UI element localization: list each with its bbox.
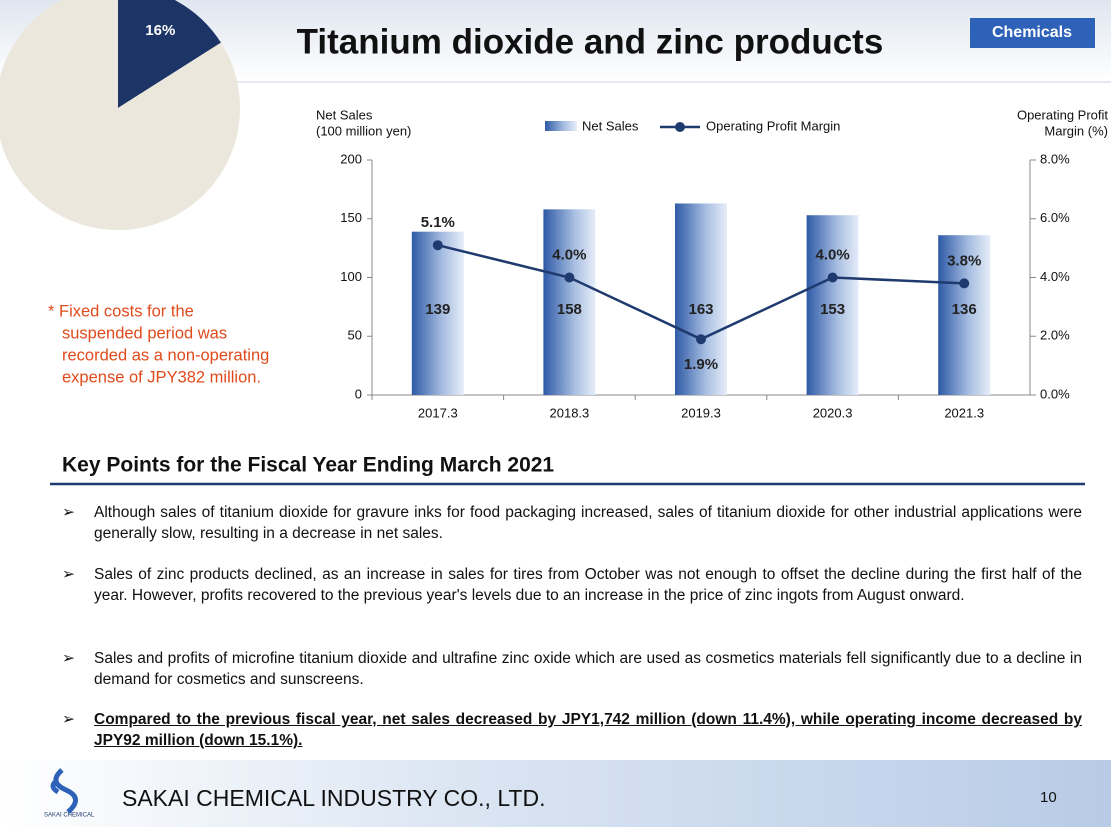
legend-label: Net Sales: [582, 118, 639, 133]
line-marker: [827, 272, 838, 283]
x-tick-label: 2018.3: [550, 405, 590, 420]
line-value-label: 3.8%: [947, 252, 981, 269]
y-tick-label: 100: [340, 269, 362, 284]
bar: [806, 215, 859, 395]
y-tick-label: 150: [340, 210, 362, 225]
line-value-label: 5.1%: [421, 214, 455, 231]
line-marker: [564, 272, 575, 283]
pie-slice: [0, 0, 240, 230]
bullet-arrow: ➢: [62, 650, 75, 667]
y-tick-label: 200: [340, 151, 362, 166]
bar: [675, 203, 727, 395]
company: SAKAI CHEMICAL INDUSTRY CO., LTD.: [122, 785, 545, 811]
title: Titanium dioxide and zinc products: [297, 22, 884, 61]
y2-axis-label: Margin (%): [1044, 123, 1108, 138]
bar-value-label: 139: [425, 301, 450, 318]
bullet-text: Compared to the previous fiscal year, ne…: [94, 711, 1082, 749]
bar: [411, 231, 464, 395]
y2-axis-label: Operating Profit: [1017, 107, 1108, 122]
note-line: * Fixed costs for the: [48, 302, 194, 320]
y2-tick-label: 2.0%: [1040, 328, 1070, 343]
y-axis-label: Net Sales: [316, 107, 373, 122]
y2-tick-label: 6.0%: [1040, 210, 1070, 225]
bullet: ➢ Although sales of titanium dioxide for …: [62, 502, 1082, 544]
bar-value-label: 163: [688, 301, 713, 318]
pie-slice: [118, 0, 222, 108]
bullet-text: Sales of zinc products declined, as an i…: [94, 566, 1082, 604]
line-value-label: 1.9%: [684, 356, 718, 373]
x-tick-label: 2017.3: [418, 405, 458, 420]
legend-swatch-bar: [545, 121, 577, 131]
y2-tick-label: 0.0%: [1040, 386, 1070, 401]
slice-label: 16%: [145, 22, 175, 39]
y2-tick-label: 4.0%: [1040, 269, 1070, 284]
x-tick-label: 2020.3: [813, 405, 853, 420]
bullet-arrow: ➢: [62, 566, 75, 583]
y-axis-label: (100 million yen): [316, 123, 411, 138]
bar-value-label: 158: [557, 301, 582, 318]
bullet-text: Sales and profits of microfine titanium …: [94, 650, 1082, 688]
legend-label: Operating Profit Margin: [706, 118, 840, 133]
y-tick-label: 50: [348, 328, 362, 343]
logo-mark: [50, 768, 78, 814]
note-line: suspended period was: [62, 324, 227, 342]
bar: [543, 209, 596, 395]
line-marker: [696, 334, 706, 345]
line-value-label: 4.0%: [815, 246, 849, 263]
page-number: 10: [1040, 789, 1057, 806]
bullet-arrow: ➢: [62, 711, 75, 728]
logo-text: SAKAI CHEMICAL: [44, 813, 95, 819]
legend-marker: [675, 122, 685, 132]
bullet: ➢ Sales of zinc products declined, as an …: [62, 564, 1082, 606]
bullet: ➢ Sales and profits of microfine titanium…: [62, 648, 1082, 690]
footer-band: [0, 760, 1111, 827]
note-line: recorded as a non-operating: [62, 346, 269, 364]
y-tick-label: 0: [355, 386, 362, 401]
bullet: ➢ Compared to the previous fiscal year, n…: [62, 709, 1082, 751]
bar: [938, 235, 991, 395]
bullet-arrow: ➢: [62, 504, 75, 521]
line-marker: [432, 240, 443, 251]
line-marker: [959, 278, 970, 289]
badge-bg: [970, 18, 1095, 48]
line-value-label: 4.0%: [552, 246, 586, 263]
x-tick-label: 2021.3: [944, 405, 984, 420]
section-heading: Key Points for the Fiscal Year Ending Ma…: [62, 454, 554, 477]
note-line: expense of JPY382 million.: [62, 368, 261, 386]
bullet-text: Although sales of titanium dioxide for g…: [94, 504, 1082, 542]
x-tick-label: 2019.3: [681, 405, 721, 420]
y2-tick-label: 8.0%: [1040, 151, 1070, 166]
badge: Chemicals: [992, 24, 1072, 41]
bar-value-label: 153: [820, 301, 845, 318]
bar-value-label: 136: [952, 301, 977, 318]
